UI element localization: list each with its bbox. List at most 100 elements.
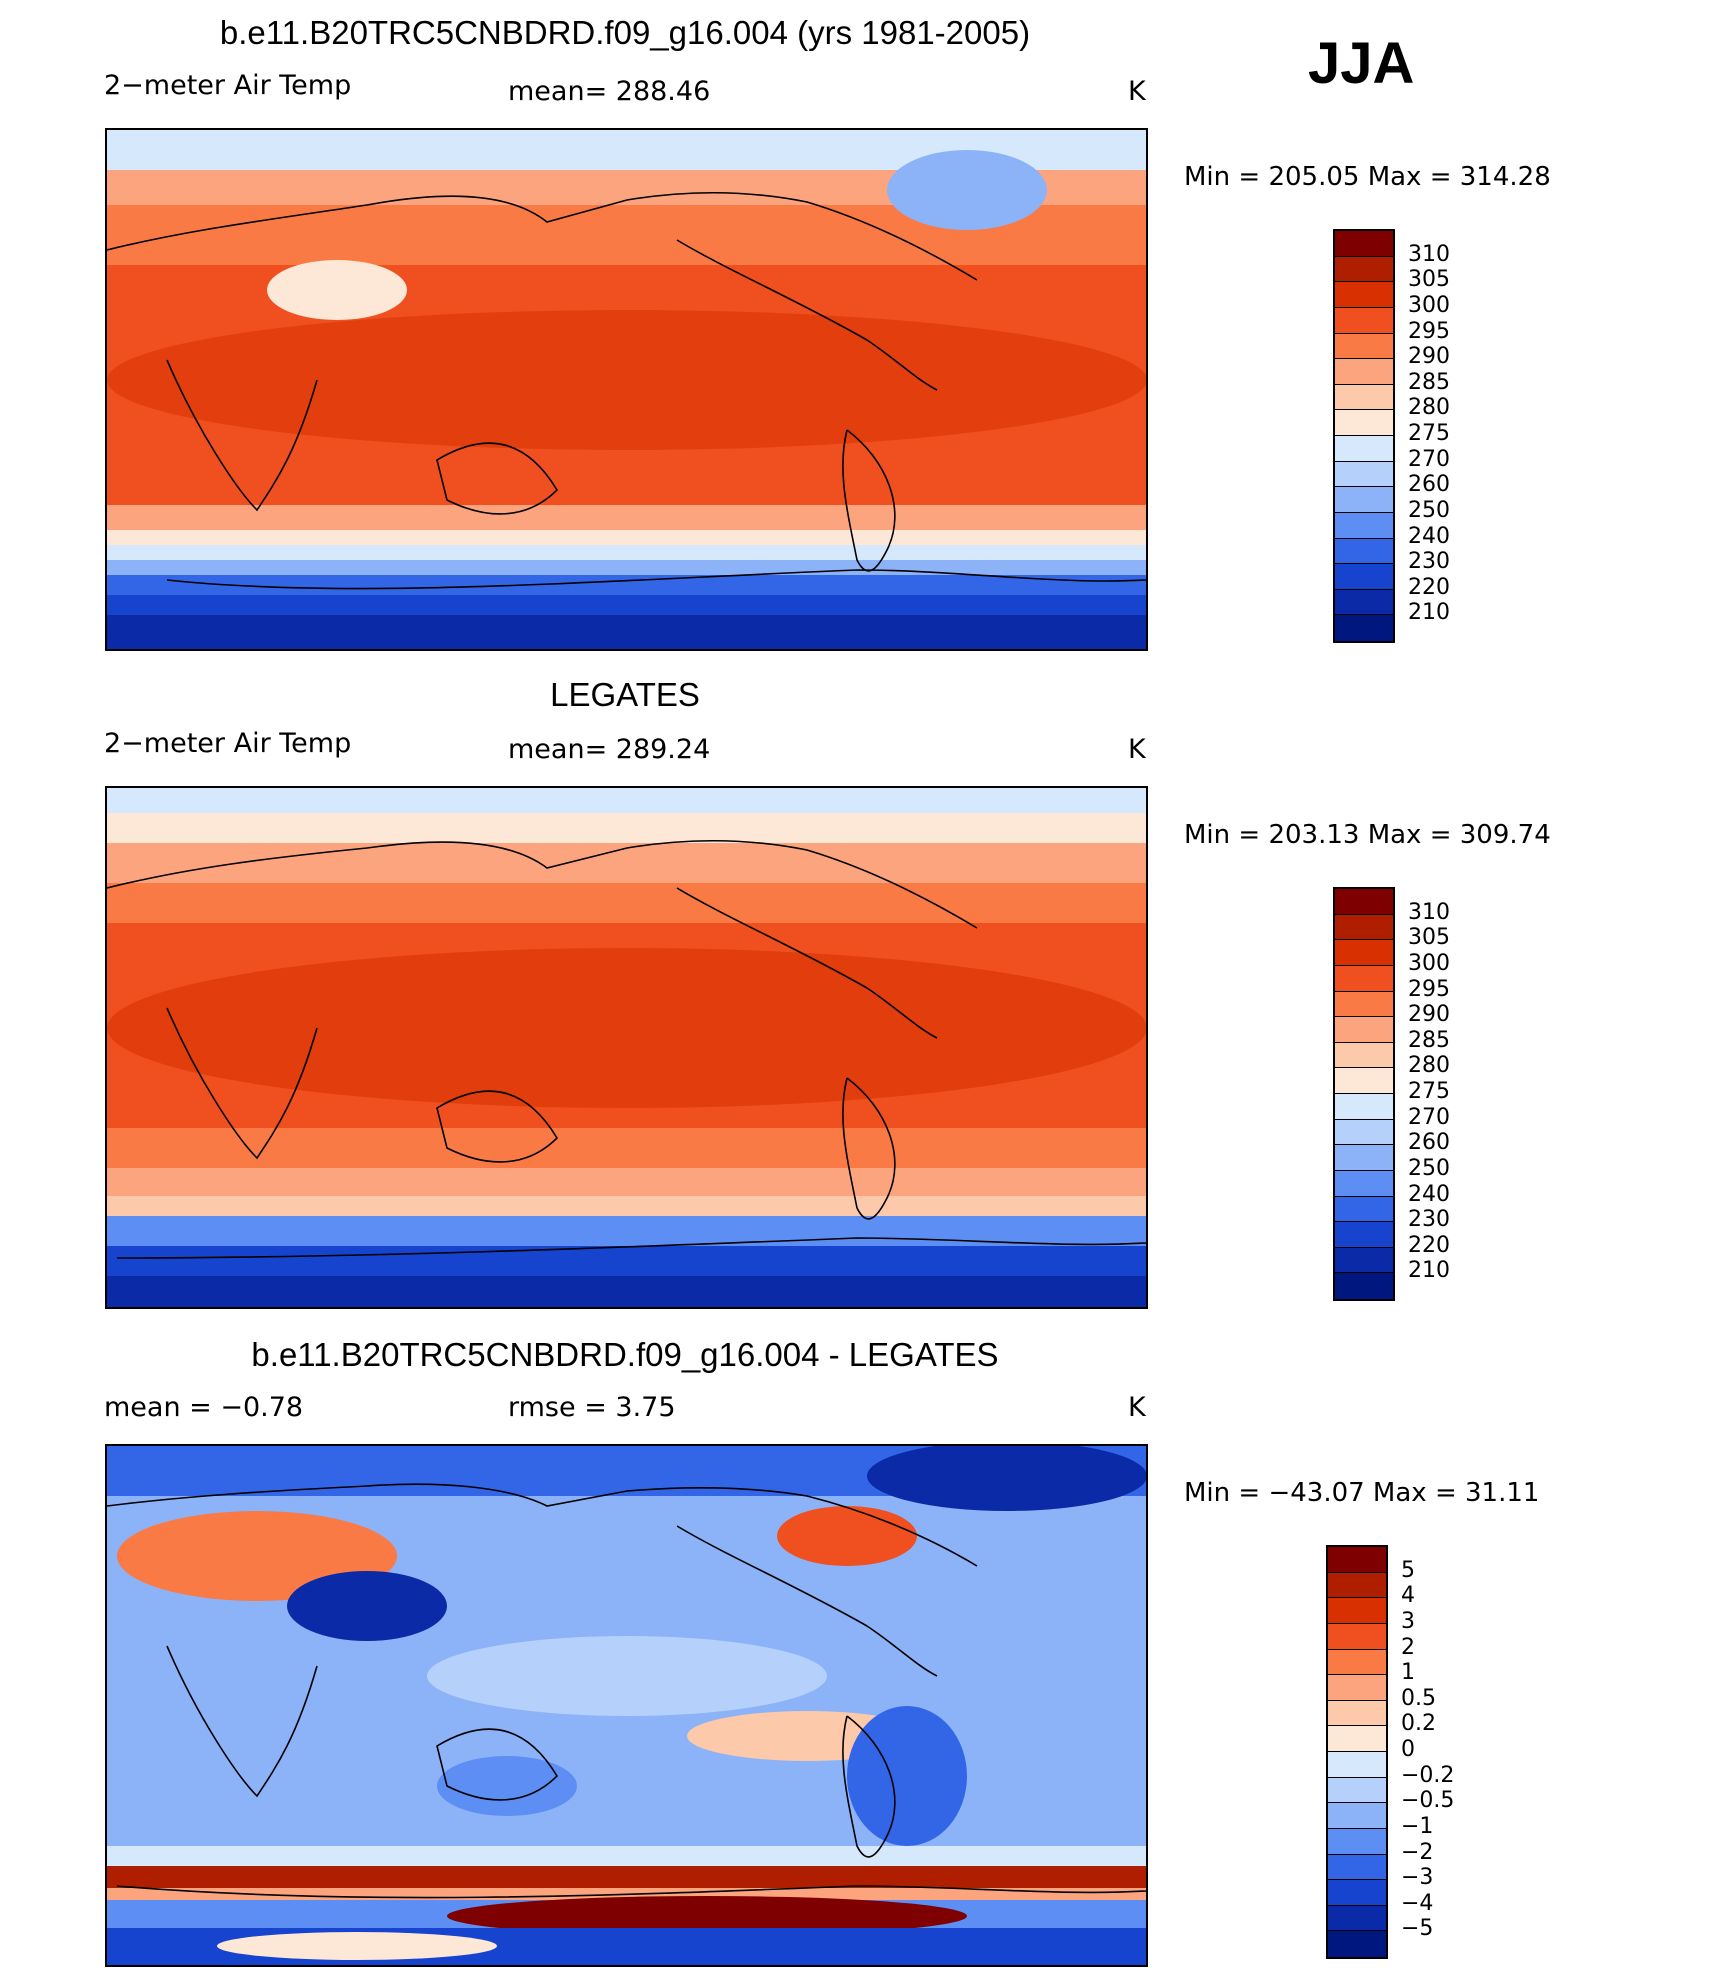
panel-3-rmse-label: rmse = 3.75 [508, 1392, 676, 1423]
panel-1-mean-label: mean= 288.46 [508, 76, 711, 107]
panel-3-minmax: Min = −43.07 Max = 31.11 [1184, 1478, 1540, 1508]
panel-1-colorbar-tick: 240 [1408, 523, 1450, 549]
panel-3-colorbar-swatch [1328, 1880, 1386, 1906]
panel-1-minmax: Min = 205.05 Max = 314.28 [1184, 162, 1551, 192]
panel-1-title: b.e11.B20TRC5CNBDRD.f09_g16.004 (yrs 198… [219, 14, 1031, 51]
panel-1-colorbar-tick: 280 [1408, 395, 1450, 421]
panel-1-map-svg [107, 130, 1146, 649]
panel-2-colorbar [1333, 887, 1395, 1301]
panel-1-colorbar-tick: 275 [1408, 421, 1450, 446]
panel-3-colorbar-swatch [1328, 1931, 1386, 1957]
panel-3-title: b.e11.B20TRC5CNBDRD.f09_g16.004 - LEGATE… [251, 1336, 999, 1373]
panel-2-mean-label: mean= 289.24 [508, 734, 711, 765]
panel-2-colorbar-tick: 270 [1408, 1104, 1450, 1130]
panel-3-colorbar-swatch [1328, 1803, 1386, 1829]
panel-1-colorbar-tick: 230 [1408, 549, 1450, 575]
panel-1-colorbar-tick: 260 [1408, 472, 1450, 498]
panel-2-title: LEGATES [550, 676, 700, 713]
panel-2-coastlines [107, 839, 1146, 1259]
panel-3-coastlines [107, 1483, 1146, 1899]
panel-2-colorbar-swatch [1335, 889, 1393, 915]
panel-3-colorbar-swatch [1328, 1572, 1386, 1599]
panel-1-colorbar-tick: 310 [1408, 241, 1450, 267]
panel-3-colorbar-tick: 3 [1401, 1608, 1415, 1634]
panel-1-colorbar-tick: 250 [1408, 497, 1450, 523]
panel-1-colorbar-tick: 290 [1408, 344, 1450, 370]
panel-2-colorbar-tick: 310 [1408, 899, 1450, 925]
panel-1-colorbar-tick: 210 [1408, 600, 1450, 626]
panel-2-colorbar-tick: 285 [1408, 1027, 1450, 1053]
panel-1-map [105, 128, 1148, 651]
panel-2-colorbar-swatch [1335, 1170, 1393, 1197]
panel-2-colorbar-swatch [1335, 940, 1393, 966]
panel-3-colorbar-tick: −3 [1401, 1865, 1434, 1891]
panel-2-colorbar-swatch [1335, 1222, 1393, 1248]
panel-1-colorbar-swatch [1335, 256, 1393, 283]
panel-1-colorbar-swatch [1335, 461, 1393, 488]
panel-3-colorbar-swatch [1328, 1547, 1386, 1573]
panel-1-colorbar-tick: 295 [1408, 318, 1450, 344]
panel-3-colorbar-swatch [1328, 1623, 1386, 1650]
panel-3-colorbar-tick: −0.2 [1401, 1762, 1455, 1788]
panel-1-colorbar-swatch [1335, 564, 1393, 590]
panel-1-colorbar-swatch [1335, 282, 1393, 308]
panel-1-colorbar-swatch [1335, 512, 1393, 539]
panel-2-colorbar-tick: 250 [1408, 1155, 1450, 1181]
panel-1-colorbar-swatch [1335, 589, 1393, 616]
panel-2-colorbar-swatch [1335, 1273, 1393, 1299]
panel-1-colorbar-tick: 285 [1408, 369, 1450, 395]
panel-3-colorbar-tick: 2 [1401, 1634, 1415, 1660]
panel-2-colorbar-tick: 230 [1408, 1207, 1450, 1233]
panel-1-colorbar-swatch [1335, 436, 1393, 462]
panel-3-colorbar-tick: 5 [1401, 1557, 1415, 1583]
panel-2-colorbar-swatch [1335, 1119, 1393, 1146]
panel-3-colorbar-swatch [1328, 1598, 1386, 1624]
panel-3-mean-label: mean = −0.78 [104, 1392, 304, 1423]
panel-3-map-svg [107, 1446, 1146, 1965]
panel-3-colorbar-tick: 0.5 [1401, 1685, 1436, 1711]
season-label: JJA [1308, 31, 1415, 96]
panel-1-colorbar-swatch [1335, 615, 1393, 641]
panel-3-colorbar-tick: −1 [1401, 1813, 1434, 1839]
panel-3-colorbar-tick: 0 [1401, 1737, 1415, 1762]
panel-1-units-label: K [1128, 76, 1146, 107]
panel-3-colorbar-tick: 1 [1401, 1660, 1415, 1686]
panel-2-units-label: K [1128, 734, 1146, 765]
panel-2-colorbar-tick: 280 [1408, 1053, 1450, 1079]
panel-1-colorbar-swatch [1335, 410, 1393, 436]
panel-2-colorbar-tick: 210 [1408, 1258, 1450, 1284]
panel-2-colorbar-swatch [1335, 1017, 1393, 1043]
panel-1-colorbar-swatch [1335, 384, 1393, 411]
panel-1-colorbar [1333, 229, 1395, 643]
panel-1-colorbar-swatch [1335, 231, 1393, 257]
panel-3-map [105, 1444, 1148, 1967]
panel-3-colorbar-swatch [1328, 1828, 1386, 1855]
panel-3-colorbar-swatch [1328, 1675, 1386, 1701]
panel-2-colorbar-tick: 275 [1408, 1079, 1450, 1104]
panel-1-colorbar-tick: 305 [1408, 267, 1450, 293]
panel-2-colorbar-tick: 300 [1408, 950, 1450, 976]
panel-3-colorbar-swatch [1328, 1700, 1386, 1727]
panel-1-colorbar-swatch [1335, 487, 1393, 513]
panel-1-colorbar-tick: 300 [1408, 292, 1450, 318]
panel-2-minmax: Min = 203.13 Max = 309.74 [1184, 820, 1551, 850]
panel-1-variable-label: 2−meter Air Temp [104, 70, 352, 101]
panel-1-coastlines [107, 191, 1146, 590]
panel-2-colorbar-tick: 295 [1408, 976, 1450, 1002]
panel-3-colorbar-swatch [1328, 1649, 1386, 1676]
panel-3-colorbar-swatch [1328, 1726, 1386, 1752]
panel-2-colorbar-tick: 290 [1408, 1002, 1450, 1028]
panel-2-colorbar-swatch [1335, 991, 1393, 1018]
panel-1-colorbar-tick: 220 [1408, 574, 1450, 600]
panel-2-colorbar-swatch [1335, 914, 1393, 941]
panel-2-colorbar-swatch [1335, 1094, 1393, 1120]
panel-3-colorbar-tick: −4 [1401, 1890, 1434, 1916]
panel-3-colorbar-swatch [1328, 1905, 1386, 1932]
panel-2-colorbar-tick: 220 [1408, 1232, 1450, 1258]
panel-2-colorbar-swatch [1335, 965, 1393, 992]
panel-2-colorbar-tick: 260 [1408, 1130, 1450, 1156]
panel-1-colorbar-swatch [1335, 359, 1393, 385]
panel-1-colorbar-swatch [1335, 333, 1393, 360]
panel-3-colorbar-tick: −5 [1401, 1916, 1434, 1942]
panel-2-map [105, 786, 1148, 1309]
